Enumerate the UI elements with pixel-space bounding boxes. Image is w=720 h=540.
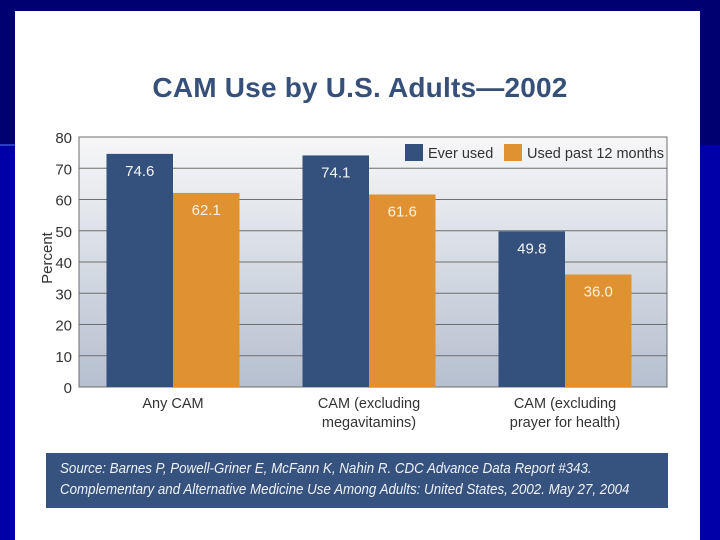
x-category-label: prayer for health) bbox=[510, 415, 620, 431]
bar-value-label: 36.0 bbox=[584, 284, 613, 301]
chart-title: CAM Use by U.S. Adults—2002 bbox=[152, 72, 568, 103]
source-line-1: Source: Barnes P, Powell-Griner E, McFan… bbox=[60, 461, 592, 477]
bar-ever-used-3 bbox=[498, 231, 565, 387]
bar-ever-used-1 bbox=[106, 153, 173, 387]
bar-ever-used-2 bbox=[302, 155, 369, 387]
y-axis-ticks: 0 10 20 30 40 50 60 70 80 bbox=[55, 130, 72, 397]
y-tick-label: 0 bbox=[64, 380, 72, 397]
y-tick-label: 60 bbox=[55, 193, 72, 210]
y-tick-label: 50 bbox=[55, 224, 72, 241]
x-category-label: Any CAM bbox=[142, 396, 203, 412]
y-axis-label: Percent bbox=[39, 231, 56, 284]
legend-swatch-ever-used bbox=[405, 144, 423, 161]
y-tick-label: 30 bbox=[55, 286, 72, 303]
slide-accent-line bbox=[0, 144, 15, 146]
x-category-label: CAM (excluding bbox=[318, 396, 420, 412]
bar-value-label: 62.1 bbox=[192, 202, 221, 219]
y-tick-label: 70 bbox=[55, 161, 72, 178]
x-axis-labels: Any CAM CAM (excluding megavitamins) CAM (e… bbox=[142, 396, 620, 431]
bar-value-label: 49.8 bbox=[517, 240, 546, 257]
legend-label-ever-used: Ever used bbox=[428, 146, 493, 162]
x-category-label: CAM (excluding bbox=[514, 396, 616, 412]
legend-label-past-12-months: Used past 12 months bbox=[527, 146, 664, 162]
bar-value-label: 74.6 bbox=[125, 163, 154, 180]
x-category-label: megavitamins) bbox=[322, 415, 416, 431]
bars bbox=[106, 153, 632, 387]
bar-used-past-12-months-2 bbox=[369, 194, 436, 387]
bar-used-past-12-months-1 bbox=[173, 192, 240, 387]
legend: Ever used Used past 12 months bbox=[405, 144, 664, 162]
y-tick-label: 20 bbox=[55, 318, 72, 335]
bar-value-label: 61.6 bbox=[388, 204, 417, 221]
source-line-2: Complementary and Alternative Medicine U… bbox=[60, 482, 630, 498]
bar-used-past-12-months-3 bbox=[565, 274, 632, 387]
bar-value-label: 74.1 bbox=[321, 164, 350, 181]
legend-swatch-past-12-months bbox=[504, 144, 522, 161]
bar-labels: 74.6 62.1 74.1 61.6 49.8 36.0 bbox=[125, 163, 613, 301]
y-tick-label: 80 bbox=[55, 130, 72, 147]
y-tick-label: 10 bbox=[55, 349, 72, 366]
y-tick-label: 40 bbox=[55, 255, 72, 272]
source-citation-box: Source: Barnes P, Powell-Griner E, McFan… bbox=[46, 453, 668, 508]
